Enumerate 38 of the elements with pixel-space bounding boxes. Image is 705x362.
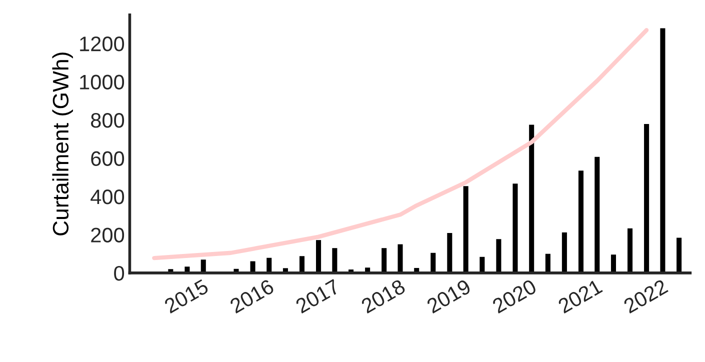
y-tick-label: 0 — [114, 266, 124, 281]
bar — [447, 232, 452, 273]
x-tick-label: 2020 — [491, 278, 538, 314]
bar — [480, 256, 485, 273]
bar — [578, 170, 584, 273]
x-tick-label: 2015 — [163, 278, 210, 314]
bar — [299, 256, 305, 273]
y-tick-label: 400 — [90, 189, 124, 204]
y-tick-label: 800 — [91, 113, 124, 128]
y-tick-label: 600 — [91, 151, 124, 166]
bar — [644, 124, 650, 273]
bar — [382, 248, 387, 273]
x-tick-label: 2022 — [622, 278, 669, 314]
bar — [610, 254, 616, 273]
bar — [660, 28, 666, 273]
bar — [628, 228, 633, 273]
bar — [463, 186, 468, 273]
bar — [430, 252, 436, 273]
x-tick-label: 2018 — [360, 278, 406, 314]
bar — [529, 124, 534, 273]
bar — [316, 240, 322, 273]
bar — [594, 156, 600, 273]
bar — [562, 232, 567, 273]
y-tick-label: 1200 — [80, 36, 124, 52]
bar — [496, 239, 502, 273]
x-tick-label: 2016 — [229, 278, 275, 314]
y-tick-label: 200 — [91, 228, 124, 242]
bar — [398, 244, 403, 273]
x-tick-label: 2017 — [294, 278, 340, 314]
y-axis-title: Curtailment (GWh) — [52, 52, 73, 236]
y-tick-label: 1000 — [80, 74, 124, 90]
x-tick-label: 2021 — [557, 278, 603, 314]
bar — [545, 254, 550, 273]
line-series — [152, 28, 649, 260]
bar — [332, 248, 338, 273]
x-tick-label: 2019 — [426, 278, 472, 314]
bar — [512, 184, 518, 273]
bar — [676, 238, 682, 273]
